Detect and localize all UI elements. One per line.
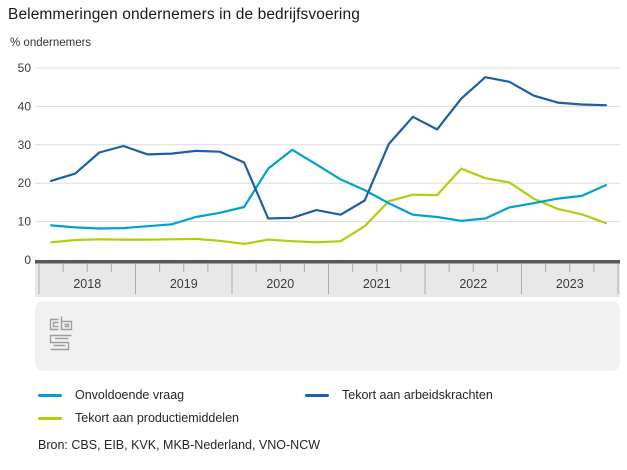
y-axis-unit-label: % ondernemers xyxy=(10,37,92,49)
logo-panel xyxy=(35,301,620,371)
chart-title: Belemmeringen ondernemers in de bedrijfs… xyxy=(8,6,360,23)
legend-label: Onvoldoende vraag xyxy=(75,388,185,402)
x-axis-year-labels: 2018 2019 2020 2021 2022 2023 xyxy=(73,277,583,291)
y-axis-tick-label: 10 xyxy=(18,215,32,229)
legend-swatch-tekort-aan-productiemiddelen xyxy=(38,416,62,420)
x-axis-tick-label: 2019 xyxy=(170,277,198,291)
legend: Onvoldoende vraag Tekort aan arbeidskrach… xyxy=(38,386,493,427)
legend-swatch-tekort-aan-arbeidskrachten xyxy=(305,393,329,397)
series-line-tekort-aan-arbeidskrachten xyxy=(49,76,608,220)
x-axis-tick-label: 2021 xyxy=(363,277,391,291)
y-tick-labels: 0 10 20 30 40 50 xyxy=(18,61,32,267)
x-axis-band xyxy=(35,260,620,297)
legend-item-tekort-aan-productiemiddelen: Tekort aan productiemiddelen xyxy=(38,409,305,427)
legend-label: Tekort aan productiemiddelen xyxy=(75,411,239,425)
x-axis-tick-label: 2018 xyxy=(73,277,101,291)
y-axis-tick-label: 0 xyxy=(24,253,31,267)
y-axis-tick-label: 20 xyxy=(18,176,32,190)
legend-label: Tekort aan arbeidskrachten xyxy=(342,388,493,402)
series-line-onvoldoende-vraag xyxy=(49,148,608,230)
x-axis-tick-label: 2023 xyxy=(556,277,584,291)
source-note: Bron: CBS, EIB, KVK, MKB-Nederland, VNO-… xyxy=(38,438,321,452)
y-axis-tick-label: 40 xyxy=(18,99,32,113)
series-line-tekort-aan-productiemiddelen xyxy=(49,167,608,245)
legend-swatch-onvoldoende-vraag xyxy=(38,393,62,397)
y-axis-tick-label: 30 xyxy=(18,138,32,152)
cbs-logo xyxy=(49,316,73,351)
x-axis-tick-label: 2020 xyxy=(266,277,294,291)
legend-item-onvoldoende-vraag: Onvoldoende vraag xyxy=(38,386,305,404)
y-gridlines xyxy=(35,67,620,223)
legend-item-tekort-aan-arbeidskrachten: Tekort aan arbeidskrachten xyxy=(305,386,493,404)
y-axis-tick-label: 50 xyxy=(18,61,32,75)
x-axis-tick-label: 2022 xyxy=(459,277,487,291)
